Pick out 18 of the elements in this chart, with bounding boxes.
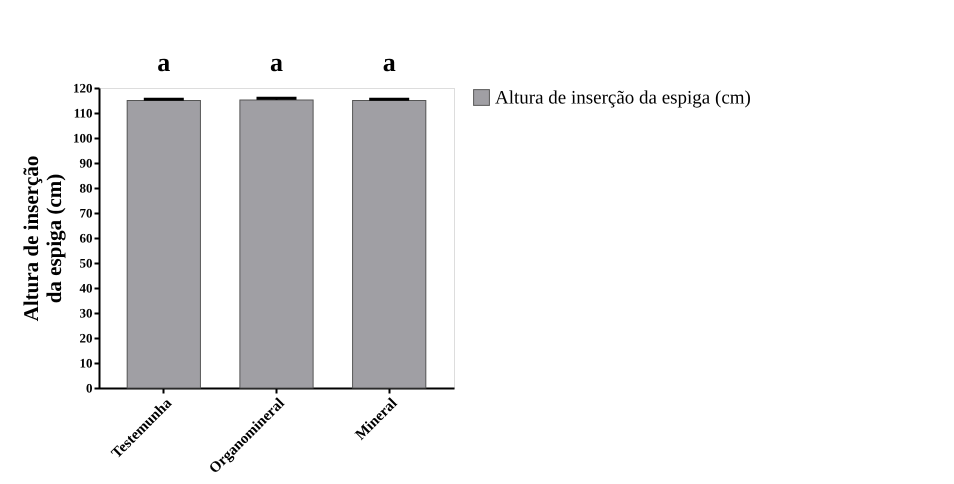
text: a — [382, 48, 396, 77]
y-axis-title: Altura de inserção da espiga (cm) — [19, 156, 66, 322]
y-tick-label: 70 — [80, 206, 92, 220]
text: a — [157, 48, 170, 77]
text: a — [270, 48, 283, 77]
y-tick-label: 120 — [73, 80, 92, 96]
y-tick-label: 90 — [80, 156, 92, 170]
y-tick-label: 0 — [86, 380, 92, 396]
y-tick-label: 110 — [74, 106, 92, 120]
y-tick-label: 50 — [80, 256, 92, 270]
legend-label: Altura de inserção da espiga (cm) — [495, 88, 751, 108]
y-tick-label: 30 — [80, 306, 92, 320]
y-tick-label: 80 — [80, 180, 92, 196]
y-tick-label: 60 — [80, 230, 92, 246]
y-tick-label: 10 — [80, 356, 92, 370]
y-tick-label: 40 — [80, 280, 92, 296]
y-tick-label: 20 — [80, 330, 92, 346]
y-tick-label: 100 — [73, 130, 92, 146]
